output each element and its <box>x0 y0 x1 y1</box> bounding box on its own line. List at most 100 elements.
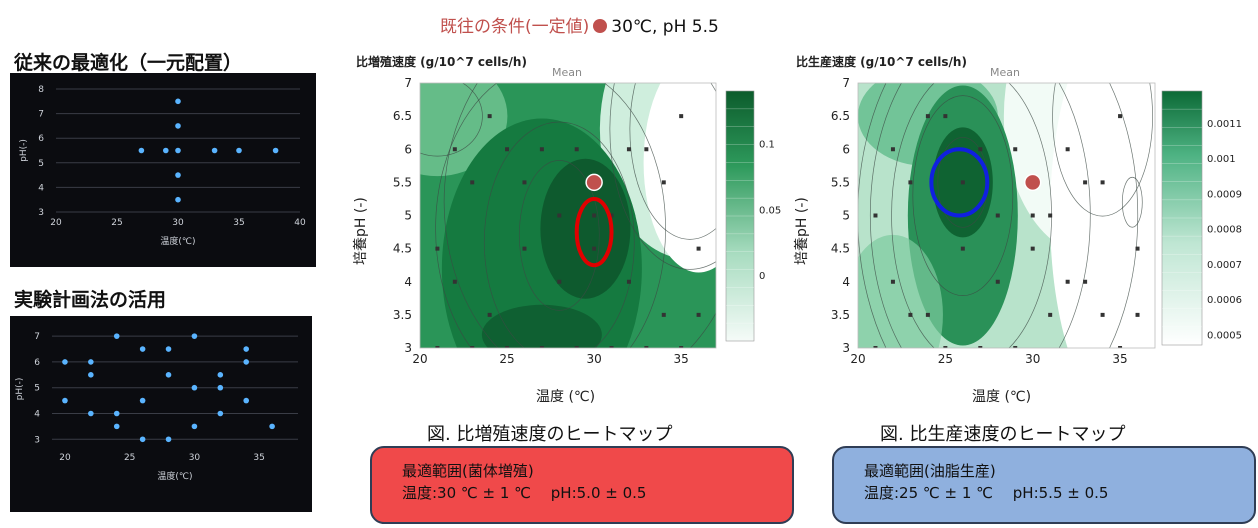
sample-marker <box>943 346 948 348</box>
data-point <box>217 410 224 417</box>
sample-marker <box>679 346 684 348</box>
production-heatmap: 3 3.5 4 4.5 5 5.5 6 6.5 7 20 25 30 35 0.0005 0.0006 0.0… <box>831 76 1242 366</box>
data-point <box>243 346 250 352</box>
sample-marker <box>574 346 579 348</box>
x-tick-label: 35 <box>1112 352 1127 366</box>
y-tick-label: 3.5 <box>393 308 412 322</box>
sample-marker <box>1065 147 1070 152</box>
contour-line <box>1052 83 1153 217</box>
y-tick-label: 6.5 <box>831 109 850 123</box>
sample-marker <box>873 213 878 218</box>
sample-marker <box>470 346 475 348</box>
y-tick-label: 7 <box>404 76 412 90</box>
sample-marker <box>890 279 895 284</box>
x-tick-label: 30 <box>1025 352 1040 366</box>
x-tick-label: 40 <box>294 218 306 228</box>
heatmap-field <box>858 83 1155 348</box>
sample-marker <box>1083 180 1088 185</box>
sample-marker <box>574 147 579 152</box>
sample-marker <box>644 147 649 152</box>
sample-marker <box>1083 279 1088 284</box>
sample-marker <box>626 147 631 152</box>
data-point <box>113 423 120 430</box>
sample-marker <box>609 213 614 218</box>
sample-marker <box>592 213 597 218</box>
x-tick-label: 20 <box>412 352 427 366</box>
data-point <box>175 98 181 105</box>
data-point <box>165 436 172 443</box>
x-tick-label: 20 <box>59 453 71 463</box>
legend-condition-value: 30℃, pH 5.5 <box>611 17 719 37</box>
x-tick-label: 30 <box>172 218 184 228</box>
legend-marker-icon <box>593 19 608 33</box>
sample-marker <box>522 246 527 251</box>
production-optimum-heading: 最適範囲(油脂生産) <box>864 462 996 480</box>
colorbar-tick-label: 0.0011 <box>1207 119 1242 130</box>
legend-condition-label: 既往の条件(一定値) <box>440 17 590 37</box>
sample-marker <box>609 346 614 348</box>
sample-marker <box>1013 346 1018 348</box>
x-tick-label: 20 <box>850 352 865 366</box>
y-tick-label: 3 <box>842 341 850 355</box>
contour-line <box>483 121 635 348</box>
sample-marker <box>978 147 983 152</box>
heatmap-contour <box>481 304 602 348</box>
sample-marker <box>1048 312 1053 317</box>
data-point <box>191 333 198 339</box>
existing-condition-legend: 既往の条件(一定値) 30℃, pH 5.5 <box>440 12 719 37</box>
data-point <box>113 410 120 417</box>
sample-marker <box>1135 312 1140 317</box>
y-tick-label: 5 <box>34 384 40 394</box>
conventional-scatter-chart: 3 4 5 6 7 8 20 25 30 35 40 温度(℃) pH(-) <box>19 85 306 247</box>
existing-condition-marker <box>1023 173 1042 192</box>
sample-marker <box>505 147 510 152</box>
data-point <box>113 333 120 339</box>
y-tick-label: 7 <box>34 332 40 342</box>
contour-line <box>518 160 600 311</box>
contour-line <box>869 83 1091 348</box>
contour-line <box>609 83 716 270</box>
sample-marker <box>1065 279 1070 284</box>
data-point <box>217 384 224 391</box>
colorbar-tick-label: 0.05 <box>759 205 781 216</box>
y-tick-label: 5.5 <box>393 175 412 189</box>
sample-marker <box>908 312 913 317</box>
x-tick-label: 35 <box>233 218 244 228</box>
sample-marker <box>592 246 597 251</box>
y-tick-label: 5 <box>38 159 44 169</box>
contour-line <box>912 95 1014 296</box>
production-heatmap-title: 比生産速度 (g/10^7 cells/h) <box>796 55 967 69</box>
production-optimum-range: 温度:25 ℃ ± 1 ℃ pH:5.5 ± 0.5 <box>864 484 1109 502</box>
sample-marker <box>1048 213 1053 218</box>
y-tick-label: 7 <box>842 76 850 90</box>
data-point <box>165 372 172 378</box>
sample-marker <box>1118 346 1123 348</box>
data-point <box>165 346 172 352</box>
growth-x-label: 温度 (℃) <box>536 389 596 405</box>
data-point <box>139 397 146 404</box>
sample-marker <box>925 114 930 119</box>
data-point <box>175 123 181 129</box>
growth-optimum-range: 温度:30 ℃ ± 1 ℃ pH:5.0 ± 0.5 <box>402 484 647 502</box>
data-point <box>217 372 224 378</box>
sample-marker <box>1030 213 1035 218</box>
growth-y-label: 培養pH (-) <box>353 197 369 265</box>
sample-marker <box>943 114 948 119</box>
x-tick-label: 25 <box>111 218 122 228</box>
y-tick-label: 4 <box>34 409 40 419</box>
colorbar-tick-label: 0.001 <box>1207 154 1236 165</box>
heatmap-contour <box>1050 83 1155 348</box>
y-tick-label: 3.5 <box>831 308 850 322</box>
y-tick-label: 6 <box>842 142 850 156</box>
sample-marker <box>1013 147 1018 152</box>
doe-title: 実験計画法の活用 <box>14 289 167 311</box>
data-point <box>163 147 169 154</box>
data-point <box>138 147 145 154</box>
y-tick-label: 4.5 <box>831 242 850 256</box>
data-point <box>191 423 198 430</box>
growth-heatmap: 3 3.5 4 4.5 5 5.5 6 6.5 7 20 25 30 35 0 0.05 0.1 <box>393 76 781 366</box>
sample-marker <box>470 180 475 185</box>
sample-marker <box>661 180 666 185</box>
colorbar-tick-label: 0.0007 <box>1207 260 1242 271</box>
y-tick-label: 4 <box>842 275 850 289</box>
